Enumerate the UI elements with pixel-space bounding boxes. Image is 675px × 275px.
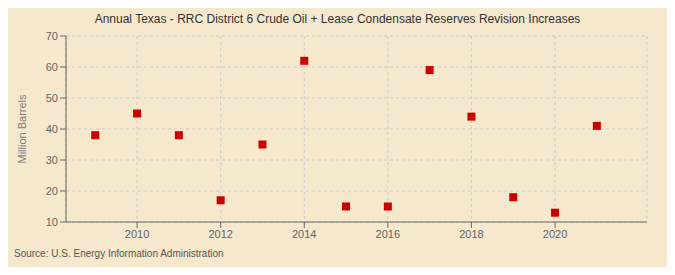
svg-text:2018: 2018 bbox=[459, 228, 483, 240]
svg-text:20: 20 bbox=[46, 185, 58, 197]
svg-text:30: 30 bbox=[46, 154, 58, 166]
svg-text:60: 60 bbox=[46, 61, 58, 73]
svg-text:50: 50 bbox=[46, 92, 58, 104]
svg-text:70: 70 bbox=[46, 30, 58, 42]
html-text:Source: U.S. Energy Informatio: Source: U.S. Energy Information Administ… bbox=[14, 248, 224, 259]
svg-text:40: 40 bbox=[46, 123, 58, 135]
svg-text:2014: 2014 bbox=[292, 228, 316, 240]
svg-text:2010: 2010 bbox=[125, 228, 149, 240]
html-text:Annual Texas - RRC District 6: Annual Texas - RRC District 6 Crude Oil … bbox=[94, 12, 581, 26]
svg-text:2020: 2020 bbox=[543, 228, 567, 240]
svg-text:2016: 2016 bbox=[376, 228, 400, 240]
svg-text:10: 10 bbox=[46, 216, 58, 228]
svg-text:2012: 2012 bbox=[208, 228, 232, 240]
svg-text:Million Barrels: Million Barrels bbox=[16, 94, 28, 164]
